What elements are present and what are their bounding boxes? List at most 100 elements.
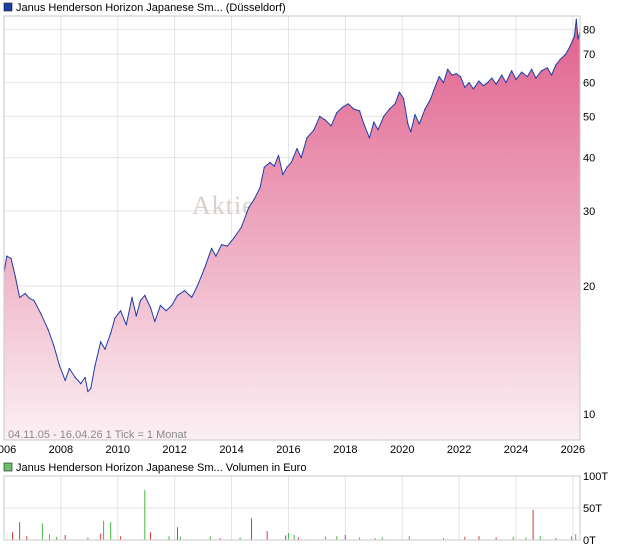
price-point: [53, 344, 55, 347]
price-point: [403, 98, 405, 100]
price-frame: [3, 15, 581, 441]
watermark: Aktie: [192, 191, 255, 220]
price-point: [165, 310, 167, 312]
price-point: [131, 296, 133, 298]
price-point: [84, 376, 86, 378]
price-point: [306, 137, 308, 139]
price-point: [64, 379, 66, 382]
price-point: [455, 73, 457, 75]
price-point: [47, 329, 49, 331]
price-point: [347, 103, 349, 105]
price-point: [14, 276, 16, 278]
volume-y-tick-label: 50T: [583, 503, 602, 515]
volume-grid: [3, 475, 580, 541]
y-tick-label: 70: [583, 49, 595, 61]
price-point: [468, 82, 470, 84]
y-tick-label: 30: [583, 206, 595, 218]
x-tick-label: 2020: [390, 444, 414, 456]
price-point: [363, 123, 365, 125]
price-point: [58, 365, 61, 367]
price-point: [383, 115, 385, 117]
price-point: [521, 71, 523, 73]
price-point: [125, 324, 127, 326]
price-point: [29, 297, 31, 299]
price-point: [495, 83, 497, 85]
price-point: [559, 58, 561, 61]
price-point: [290, 161, 292, 163]
y-tick-label: 10: [583, 409, 595, 421]
price-point: [398, 91, 400, 93]
price-point: [418, 123, 420, 125]
price-point: [87, 391, 89, 393]
price-point: [459, 76, 462, 78]
x-tick-label: 2006: [0, 444, 16, 456]
price-point: [273, 165, 275, 167]
price-point: [430, 98, 432, 100]
price-point: [319, 115, 321, 117]
price-point: [575, 18, 577, 20]
price-point: [501, 74, 503, 76]
price-fill: [4, 19, 580, 440]
x-tick-label: 2008: [49, 444, 73, 456]
price-point: [259, 187, 261, 189]
price-point: [110, 332, 112, 334]
price-point: [94, 365, 96, 367]
price-point: [226, 245, 228, 247]
volume-y-tick-label: 100T: [583, 471, 608, 483]
price-point: [139, 299, 142, 301]
price-point: [511, 70, 513, 72]
price-point: [414, 113, 416, 116]
price-point: [472, 88, 474, 90]
price-point: [221, 244, 223, 246]
price-point: [282, 174, 284, 176]
price-point: [324, 119, 326, 121]
x-tick-label: 2022: [447, 444, 471, 456]
price-point: [135, 315, 137, 317]
price-point: [159, 304, 161, 306]
price-point: [100, 341, 102, 343]
price-point: [551, 74, 553, 76]
volume-y-axis: 0T 50T 100T: [583, 471, 608, 546]
y-tick-label: 60: [583, 78, 595, 90]
price-point: [541, 70, 543, 72]
price-area: [4, 18, 580, 440]
price-point: [341, 106, 344, 108]
price-point: [33, 299, 35, 301]
price-point: [368, 137, 371, 139]
price-point: [451, 74, 453, 76]
y-tick-label: 80: [583, 24, 595, 36]
price-y-axis: 10 20 30 40 50 60 70 80: [583, 24, 595, 421]
volume-y-tick-label: 0T: [583, 535, 596, 546]
price-point: [577, 38, 579, 40]
price-point: [353, 108, 355, 110]
price-point: [248, 207, 250, 209]
price-point: [296, 148, 298, 150]
price-point: [286, 166, 288, 168]
price-point: [535, 77, 537, 79]
volume-legend-swatch: [3, 462, 13, 472]
price-point: [359, 110, 361, 112]
price-point: [269, 161, 271, 163]
price-point: [447, 68, 449, 70]
price-point: [211, 247, 213, 249]
price-point: [546, 67, 548, 69]
price-point: [487, 82, 489, 84]
price-point: [203, 267, 206, 269]
price-point: [410, 131, 412, 133]
price-point: [438, 76, 440, 78]
price-point: [171, 304, 173, 306]
price-point: [573, 35, 575, 38]
price-point: [6, 255, 8, 257]
price-point: [90, 387, 92, 389]
price-point: [80, 383, 82, 385]
price-point: [313, 129, 315, 131]
price-point: [531, 68, 533, 70]
price-point: [40, 313, 42, 315]
price-point: [24, 292, 26, 295]
price-point: [277, 154, 280, 156]
price-point: [184, 290, 186, 292]
x-tick-label: 2012: [162, 444, 186, 456]
price-point: [565, 53, 567, 55]
y-tick-label: 20: [583, 281, 595, 293]
